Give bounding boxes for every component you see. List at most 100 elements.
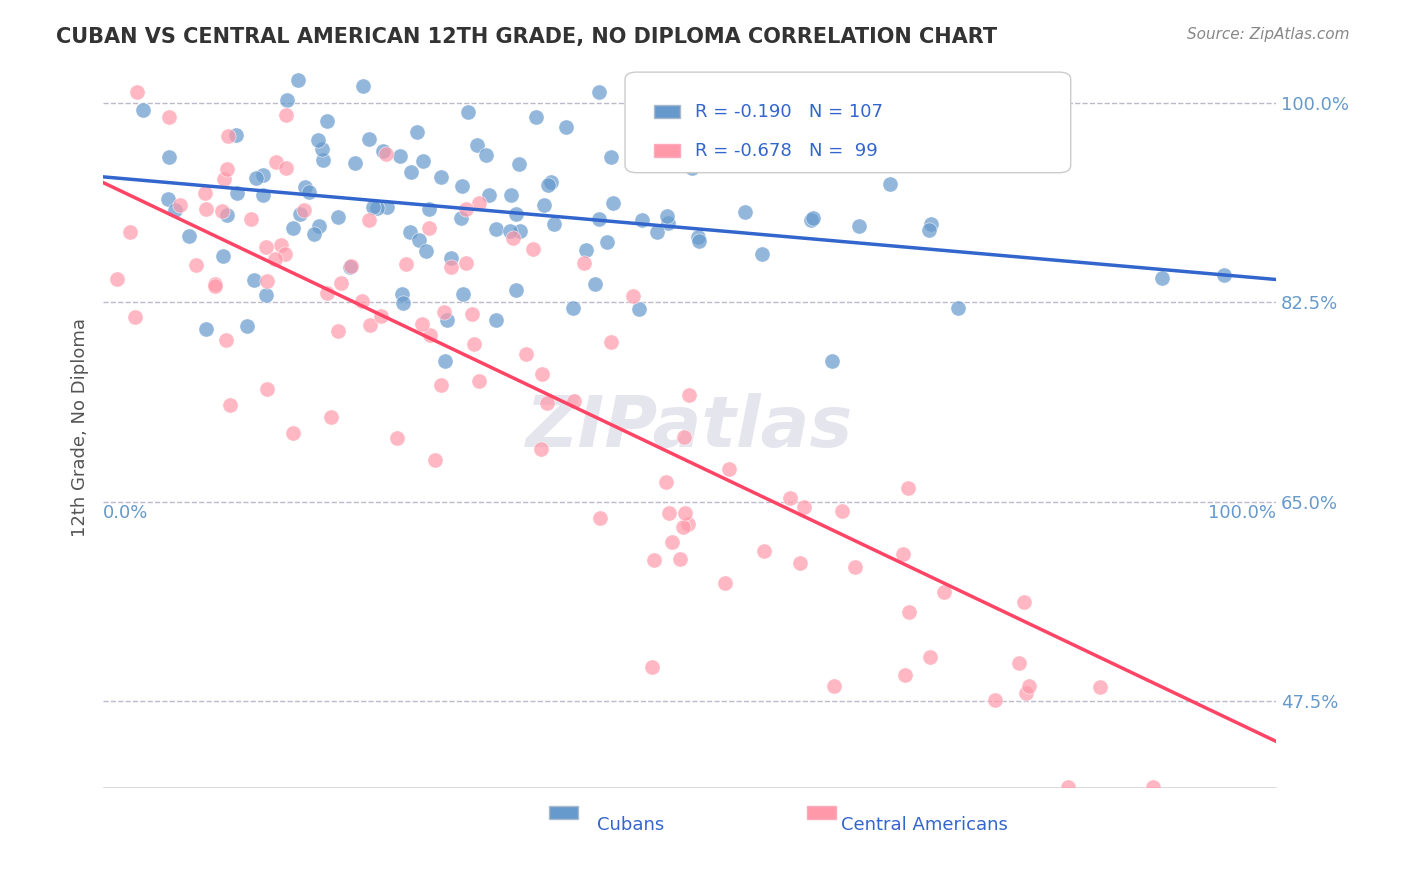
Point [508,157,530,171]
Point [457,105,479,120]
Point [572,256,595,270]
Point [502,231,524,245]
Point [657,216,679,230]
Point [641,660,664,674]
Point [430,169,453,184]
Point [204,279,226,293]
Point [412,153,434,168]
FancyBboxPatch shape [654,145,681,157]
Point [647,225,669,239]
Point [184,258,207,272]
Point [751,246,773,260]
Point [256,274,278,288]
Point [688,234,710,248]
Point [215,162,238,177]
Point [256,382,278,396]
Point [440,260,463,274]
Point [399,164,422,178]
Point [274,161,297,175]
Point [418,202,440,216]
Point [418,221,440,235]
Point [329,277,352,291]
Point [804,115,827,129]
Point [236,318,259,333]
Text: R = -0.678   N =  99: R = -0.678 N = 99 [696,142,879,160]
Point [405,125,427,139]
Point [366,201,388,215]
Point [195,202,218,217]
Point [287,73,309,87]
Point [264,252,287,267]
Point [105,272,128,286]
Point [276,93,298,107]
Point [588,85,610,99]
Point [156,193,179,207]
Point [668,552,690,566]
Point [984,692,1007,706]
Point [304,227,326,242]
Point [543,217,565,231]
Point [316,286,339,301]
Point [678,388,700,402]
Point [430,378,453,392]
Point [599,150,621,164]
Point [375,147,398,161]
Point [468,195,491,210]
Point [312,153,335,168]
Point [352,293,374,308]
Point [391,287,413,301]
Point [1018,679,1040,693]
Point [734,205,756,219]
Point [498,224,520,238]
Point [801,211,824,225]
Point [252,188,274,202]
Point [485,313,508,327]
Point [225,128,247,142]
Point [307,133,329,147]
Point [319,409,342,424]
Text: Central Americans: Central Americans [841,815,1008,834]
Point [157,150,180,164]
Point [540,176,562,190]
Point [243,273,266,287]
Point [600,335,623,350]
Point [946,301,969,316]
Point [388,149,411,163]
Point [530,442,553,457]
Point [264,154,287,169]
Point [240,211,263,226]
Point [505,283,527,297]
Point [326,325,349,339]
Point [359,318,381,333]
Point [894,668,917,682]
Point [1056,780,1078,794]
Point [288,207,311,221]
Point [793,500,815,514]
Point [844,560,866,574]
Point [1212,268,1234,283]
Point [478,188,501,202]
Point [436,313,458,327]
Point [215,208,238,222]
Point [169,198,191,212]
Point [800,213,823,227]
Text: 0.0%: 0.0% [103,503,149,522]
Point [640,134,662,148]
Point [821,353,844,368]
Point [339,260,361,275]
Point [440,252,463,266]
Point [281,220,304,235]
Point [920,217,942,231]
Point [536,396,558,410]
Point [485,222,508,236]
Point [515,347,537,361]
Point [658,506,681,520]
Text: ZIPatlas: ZIPatlas [526,393,853,462]
Point [501,188,523,202]
Point [311,143,333,157]
Text: CUBAN VS CENTRAL AMERICAN 12TH GRADE, NO DIPLOMA CORRELATION CHART: CUBAN VS CENTRAL AMERICAN 12TH GRADE, NO… [56,27,997,46]
Point [163,203,186,218]
Point [644,152,666,166]
Point [211,203,233,218]
Point [897,482,920,496]
